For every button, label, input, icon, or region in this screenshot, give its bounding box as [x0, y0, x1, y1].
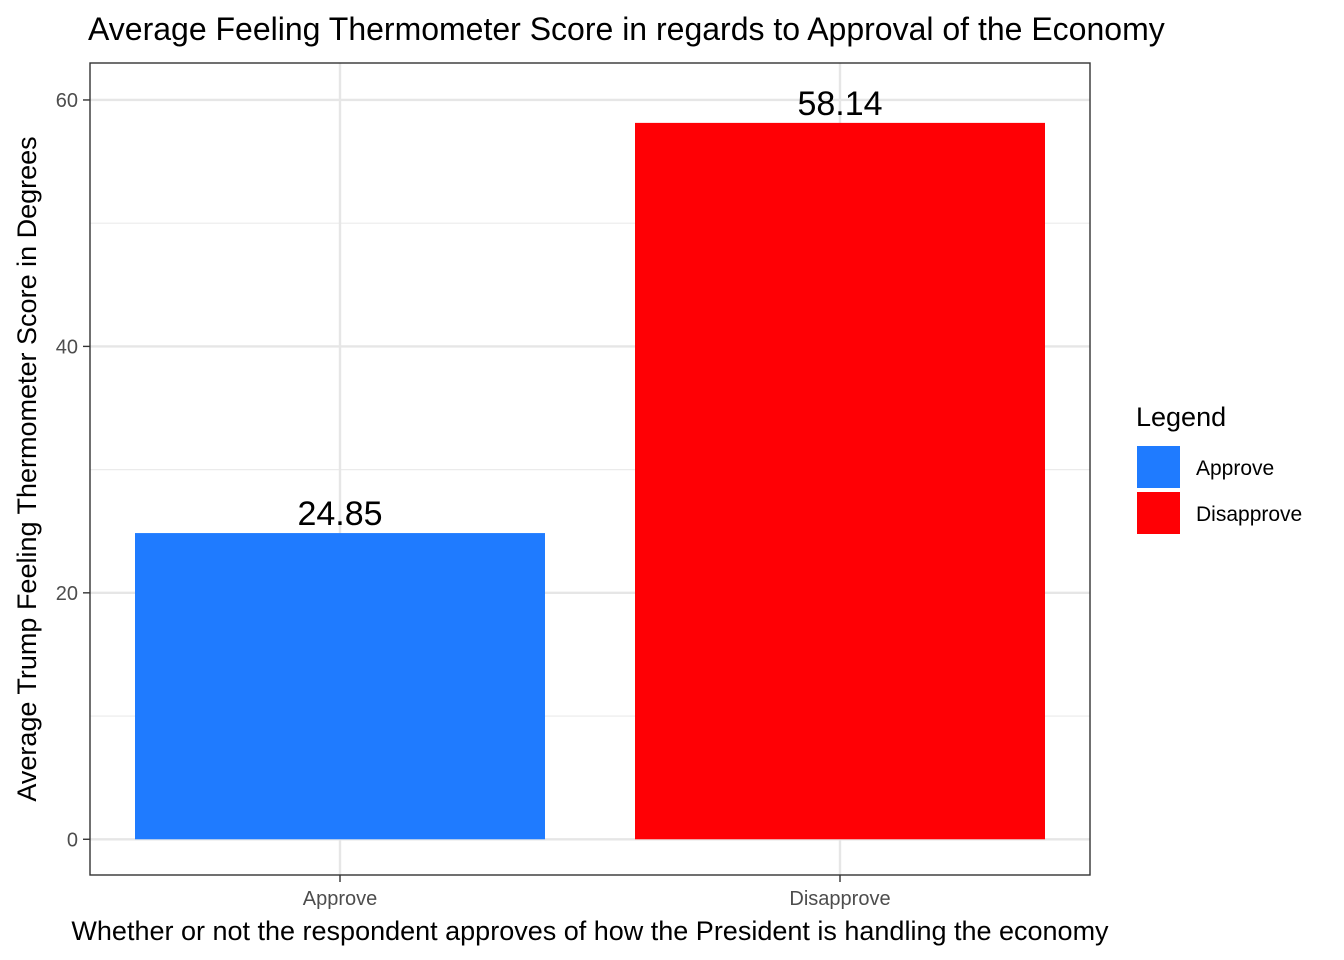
- y-axis: 0 20 40 60: [56, 90, 90, 851]
- y-tick-label: 60: [56, 90, 78, 112]
- bar-value-label: 24.85: [297, 495, 382, 533]
- x-axis: Approve Disapprove: [303, 875, 891, 910]
- legend-label: Approve: [1196, 457, 1274, 480]
- legend: Legend Approve Disapprove: [1136, 402, 1302, 534]
- x-axis-label: Whether or not the respondent approves o…: [71, 916, 1109, 946]
- plot-panel-border: [89, 62, 1091, 876]
- bar-approve: [135, 533, 545, 840]
- bar-value-labels: 24.85 58.14: [297, 85, 882, 533]
- y-tick-label: 20: [56, 583, 78, 605]
- legend-swatch: [1137, 492, 1180, 534]
- bar-value-label: 58.14: [797, 85, 882, 123]
- x-tick-label: Approve: [303, 888, 378, 910]
- x-tick-label: Disapprove: [789, 888, 890, 910]
- y-tick-label: 40: [56, 336, 78, 358]
- bars: [135, 122, 1045, 840]
- chart-title: Average Feeling Thermometer Score in reg…: [88, 11, 1165, 47]
- legend-swatch: [1137, 446, 1180, 488]
- y-axis-label: Average Trump Feeling Thermometer Score …: [12, 136, 42, 801]
- legend-title: Legend: [1136, 402, 1226, 432]
- y-tick-label: 0: [67, 829, 78, 851]
- legend-label: Disapprove: [1196, 503, 1302, 526]
- bar-disapprove: [635, 122, 1045, 840]
